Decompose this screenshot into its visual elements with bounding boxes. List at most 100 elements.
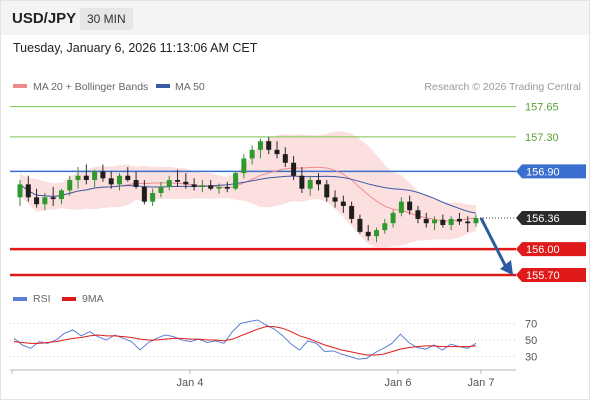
candle bbox=[349, 201, 355, 224]
candle-body bbox=[324, 184, 330, 198]
candle bbox=[108, 171, 114, 189]
candle bbox=[448, 216, 454, 231]
candle bbox=[42, 193, 48, 211]
level-tag-bg bbox=[516, 268, 586, 283]
candle-body bbox=[465, 221, 471, 224]
candle bbox=[315, 173, 321, 191]
candle bbox=[208, 180, 214, 191]
candle-body bbox=[224, 186, 230, 189]
current-price-tag bbox=[516, 211, 586, 226]
level-label: 156.90 bbox=[526, 166, 560, 178]
candle-body bbox=[340, 201, 346, 206]
candle-body bbox=[349, 205, 355, 219]
candle-body bbox=[233, 173, 239, 189]
candle-body bbox=[58, 190, 64, 200]
candle-body bbox=[332, 197, 338, 202]
candle-body bbox=[42, 197, 48, 205]
level-tag-156.00: 156.00 bbox=[516, 242, 586, 257]
candle-body bbox=[241, 158, 247, 174]
legend-9ma-swatch bbox=[62, 297, 76, 301]
candle-body bbox=[365, 231, 371, 237]
candle-body bbox=[125, 175, 131, 181]
candle-body bbox=[199, 185, 205, 187]
candle bbox=[116, 173, 122, 191]
candle bbox=[456, 212, 462, 225]
candle-body bbox=[473, 218, 479, 224]
candles-layer bbox=[17, 136, 479, 243]
annotations-layer: 156.36 bbox=[479, 211, 586, 276]
candle bbox=[382, 218, 388, 234]
candle bbox=[150, 188, 156, 206]
candle-body bbox=[116, 175, 122, 185]
credit-text: Research © 2026 Trading Central bbox=[424, 81, 581, 93]
candle-body bbox=[150, 193, 156, 202]
level-tag-bg bbox=[516, 242, 586, 257]
candle bbox=[133, 171, 139, 189]
legend-rsi-swatch bbox=[13, 297, 27, 301]
candle bbox=[166, 175, 172, 191]
current-price-label: 156.36 bbox=[526, 213, 560, 225]
candle bbox=[332, 190, 338, 208]
candle bbox=[357, 214, 363, 234]
x-axis: Jan 4 Jan 6 Jan 7 bbox=[10, 369, 516, 389]
candle-body bbox=[274, 149, 280, 155]
candle-body bbox=[440, 219, 446, 225]
level-tag-bg bbox=[516, 164, 586, 179]
candle-body bbox=[249, 149, 255, 159]
candle bbox=[473, 214, 479, 227]
timeframe-badge[interactable]: 30 MIN bbox=[80, 8, 133, 30]
candle-body bbox=[357, 218, 363, 232]
candle bbox=[17, 180, 23, 206]
rsi-series-RSI bbox=[13, 319, 477, 360]
candle bbox=[440, 214, 446, 228]
candle bbox=[274, 141, 280, 159]
candle-body bbox=[208, 185, 214, 189]
candle bbox=[216, 183, 222, 194]
candle bbox=[432, 216, 438, 231]
candle bbox=[125, 167, 131, 182]
candle-body bbox=[407, 201, 413, 211]
candle bbox=[199, 180, 205, 193]
forecast-arrow-shaft bbox=[479, 217, 508, 268]
legend-ma20-swatch bbox=[13, 84, 27, 88]
candle bbox=[340, 195, 346, 213]
rsi-panel: 70 50 30 bbox=[10, 318, 537, 364]
candle-body bbox=[83, 175, 89, 181]
candle-body bbox=[282, 154, 288, 163]
candle bbox=[307, 175, 313, 196]
level-label: 157.30 bbox=[525, 132, 559, 144]
candle-body bbox=[390, 212, 396, 224]
candle bbox=[224, 181, 230, 193]
candle bbox=[291, 155, 297, 181]
candle bbox=[92, 169, 98, 187]
candle bbox=[266, 136, 272, 155]
candle-body bbox=[307, 180, 313, 189]
candle-body bbox=[191, 184, 197, 187]
candle-body bbox=[108, 178, 114, 185]
candle bbox=[158, 181, 164, 198]
candle bbox=[374, 227, 380, 243]
candle-body bbox=[100, 171, 106, 179]
candle bbox=[25, 175, 31, 202]
candle-body bbox=[432, 219, 438, 224]
candle-body bbox=[17, 184, 23, 198]
legend-ma50-label: MA 50 bbox=[175, 81, 205, 93]
candle-body bbox=[315, 180, 321, 185]
candle-body bbox=[166, 180, 172, 187]
candle-body bbox=[291, 162, 297, 176]
candle bbox=[141, 180, 147, 205]
level-label: 156.00 bbox=[526, 244, 560, 256]
candle bbox=[249, 145, 255, 165]
candle bbox=[423, 212, 429, 228]
candle-body bbox=[133, 180, 139, 187]
candle bbox=[233, 171, 239, 191]
candle-body bbox=[175, 180, 181, 182]
candle-body bbox=[374, 230, 380, 237]
candle-body bbox=[382, 223, 388, 231]
candle-body bbox=[67, 180, 73, 191]
candle bbox=[83, 164, 89, 185]
legend-ma20-label: MA 20 + Bollinger Bands bbox=[33, 81, 148, 93]
candle-body bbox=[266, 141, 272, 150]
candle bbox=[50, 186, 56, 206]
